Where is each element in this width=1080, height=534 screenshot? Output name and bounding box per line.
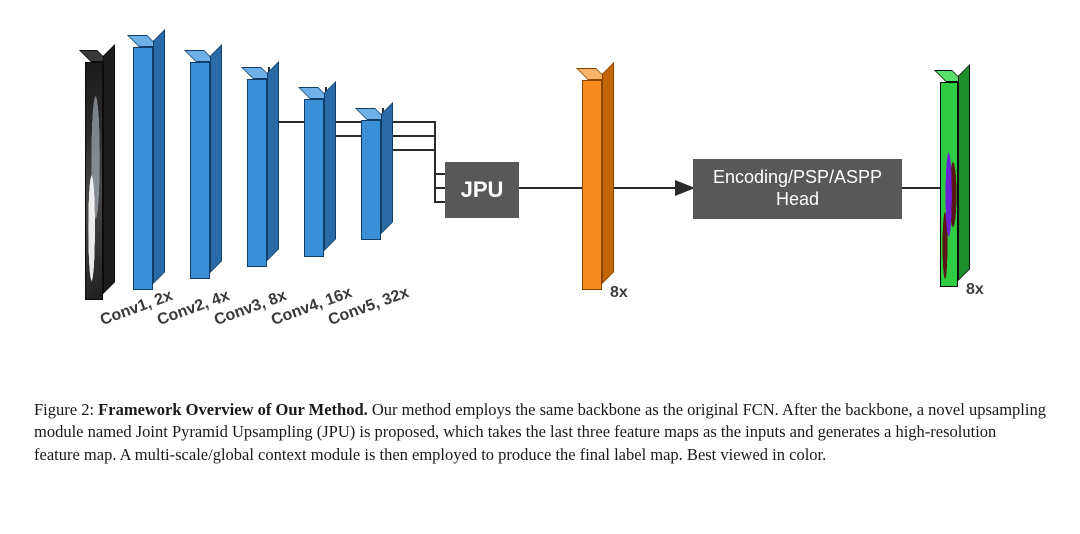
conv-layer-5-side xyxy=(381,102,393,234)
output-segmentation-slab-face xyxy=(940,82,958,287)
architecture-diagram: Conv1, 2xConv2, 4xConv3, 8xConv4, 16xCon… xyxy=(0,0,1080,380)
conv-layer-3 xyxy=(247,79,279,267)
upsampled-scale-label: 8x xyxy=(610,284,628,302)
upsampled-feature-slab xyxy=(582,80,614,290)
output-scale-label: 8x xyxy=(966,281,984,299)
jpu-label: JPU xyxy=(461,177,504,203)
head-label-line2: Head xyxy=(713,189,882,211)
conv-layer-2-side xyxy=(210,44,222,273)
upsampled-feature-slab-face xyxy=(582,80,602,290)
caption-prefix: Figure 2: xyxy=(34,400,98,419)
head-label-line1: Encoding/PSP/ASPP xyxy=(713,167,882,189)
input-image-slab-face xyxy=(85,62,103,300)
upsampled-feature-slab-side xyxy=(602,62,614,284)
jpu-module: JPU xyxy=(445,162,519,218)
conv-layer-4 xyxy=(304,99,336,257)
conv-layer-3-side xyxy=(267,61,279,261)
conv-layer-1-side xyxy=(153,29,165,284)
conv-layer-3-face xyxy=(247,79,267,267)
output-segmentation-slab-side xyxy=(958,64,970,281)
conv-layer-2-face xyxy=(190,62,210,279)
conv-layer-1 xyxy=(133,47,165,290)
input-image-slab-side xyxy=(103,44,115,294)
conv-layer-4-face xyxy=(304,99,324,257)
conv-layer-5 xyxy=(361,120,393,240)
conv-layer-1-face xyxy=(133,47,153,290)
conv-layer-5-face xyxy=(361,120,381,240)
figure-caption: Figure 2: Framework Overview of Our Meth… xyxy=(34,399,1046,466)
output-segmentation-slab xyxy=(940,82,970,287)
conv-layer-2 xyxy=(190,62,222,279)
caption-title: Framework Overview of Our Method. xyxy=(98,400,368,419)
context-head-module: Encoding/PSP/ASPPHead xyxy=(693,159,902,219)
conv-layer-4-side xyxy=(324,81,336,251)
input-image-slab xyxy=(85,62,115,300)
